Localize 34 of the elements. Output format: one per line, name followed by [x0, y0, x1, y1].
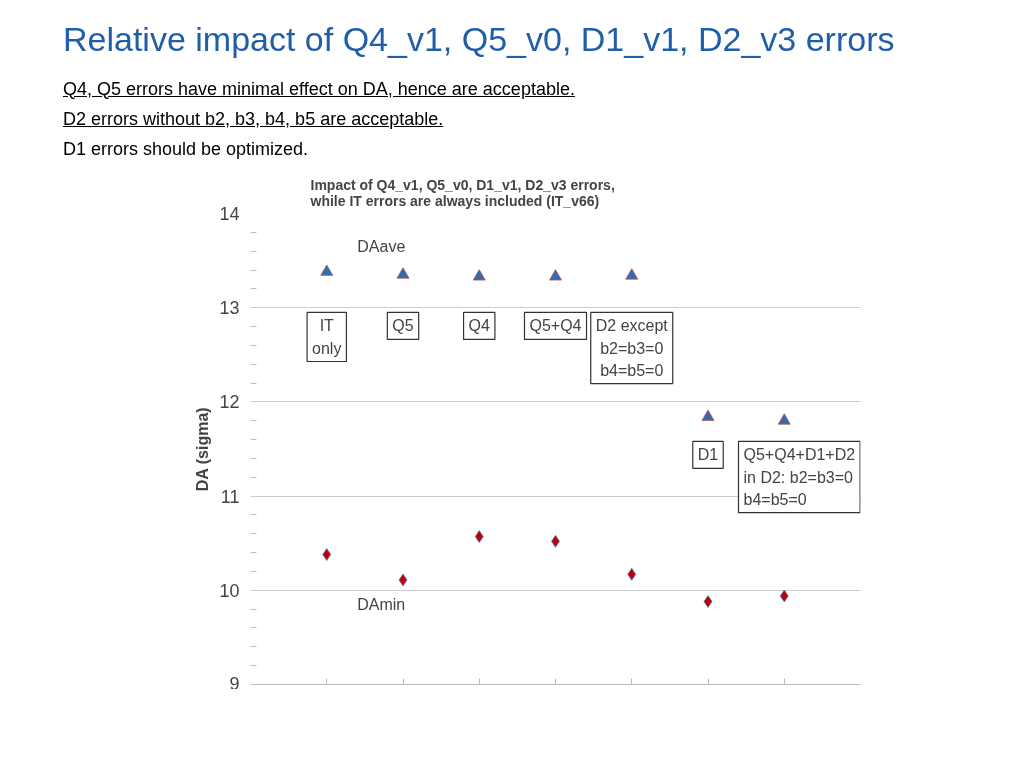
- annotation: D1: [697, 446, 719, 464]
- series-label: DAave: [357, 237, 406, 255]
- annotation: D2 except b2=b3=0 b4=b5=0: [595, 316, 669, 379]
- annotation: Q5: [392, 316, 414, 334]
- text: D1 errors should be optimized.: [63, 137, 310, 161]
- point: [322, 547, 332, 561]
- annotation: IT only: [312, 316, 342, 357]
- y-tick-label: 9: [229, 673, 240, 694]
- point: [779, 589, 789, 602]
- point: [474, 529, 484, 543]
- point: [777, 412, 791, 425]
- point: [398, 573, 408, 586]
- point: [472, 268, 486, 281]
- y-tick-label: 10: [219, 580, 240, 601]
- annotation: Q5+Q4+D1+D2 in D2: b2=b3=0 b4=b5=0: [743, 446, 856, 508]
- y-tick-label: 13: [219, 297, 240, 318]
- text: Q4, Q5 errors have minimal effect on DA, hence are acceptable.: [63, 77, 575, 101]
- annotation: Q5+Q4: [529, 316, 582, 334]
- point: [701, 409, 715, 421]
- point: [320, 264, 334, 276]
- series-label: DAmin: [357, 595, 406, 613]
- y-axis-title: DA (sigma): [194, 406, 212, 491]
- y-tick-label: 12: [219, 391, 240, 412]
- point: [627, 567, 637, 581]
- annotation: Q4: [468, 316, 491, 334]
- point: [703, 594, 713, 608]
- y-tick-label: 11: [220, 486, 240, 507]
- point: [625, 267, 639, 280]
- point: [396, 266, 410, 279]
- point: [549, 268, 562, 281]
- chart-subtitle: Impact of Q4_v1, Q5_v0, D1_v1, D2_v3 errors, while IT errors are always included (IT_v66): [309, 176, 615, 209]
- chart-title: Relative impact of Q4_v1, Q5_v0, D1_v1, D2_v3 errors: [63, 19, 895, 60]
- text: D2 errors without b2, b3, b4, b5 are acceptable.: [63, 107, 445, 131]
- y-tick-label: 14: [219, 203, 240, 224]
